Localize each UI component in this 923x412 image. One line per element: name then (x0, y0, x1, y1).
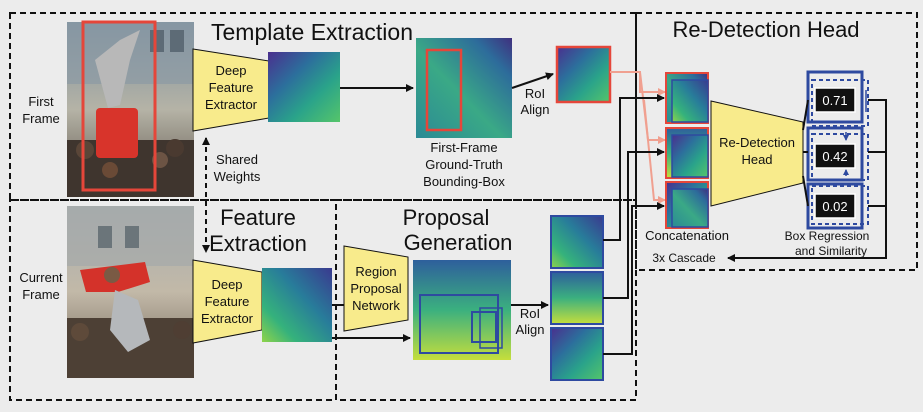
region-proposal-network: Region Proposal Network (343, 245, 409, 332)
svg-text:Region: Region (355, 264, 396, 279)
gt-box-label-line1: First-Frame (430, 140, 497, 155)
section-frames (9, 12, 918, 401)
svg-text:Proposal: Proposal (350, 281, 401, 296)
svg-text:Feature: Feature (205, 294, 250, 309)
redetection-head-title: Re-Detection Head (672, 17, 859, 42)
gt-box-overlay (81, 20, 157, 192)
current-feature-map (262, 268, 332, 342)
proposal-roi-map-3 (550, 327, 604, 381)
template-extraction-title: Template Extraction (211, 19, 413, 45)
score-value-1: 0.71 (822, 93, 847, 108)
first-frame-label-line1: First (28, 94, 54, 109)
proposal-feature-map (413, 260, 511, 360)
proposal-routing-arrows (603, 94, 665, 355)
feature-extraction-title-line1: Feature (220, 205, 296, 230)
gt-box-label-line2: Ground-Truth (425, 157, 503, 172)
roi-align-top-line1: RoI (525, 86, 545, 101)
roi-align-bottom-line2: Align (516, 322, 545, 337)
deep-feature-extractor-bottom: Deep Feature Extractor (192, 259, 263, 344)
box-regression-label-line2: and Similarity (795, 244, 867, 258)
roi-align-bottom-line1: RoI (520, 306, 540, 321)
deep-feature-extractor-top: Deep Feature Extractor (192, 48, 270, 132)
svg-text:Deep: Deep (215, 63, 246, 78)
redetection-head-block: Re-Detection Head (710, 100, 804, 207)
head-to-score-lines (802, 99, 809, 207)
template-feature-map (268, 52, 340, 122)
svg-text:Network: Network (352, 298, 400, 313)
proposal-generation-title-line1: Proposal (403, 205, 490, 230)
svg-text:Re-Detection: Re-Detection (719, 135, 795, 150)
proposal-generation-frame (335, 199, 637, 401)
cascade-label: 3x Cascade (652, 251, 716, 265)
cascade-loop (727, 99, 887, 262)
template-broadcast-arrows (610, 71, 666, 204)
first-frame-label-line2: Frame (22, 111, 60, 126)
proposal-generation-title-line2: Generation (404, 230, 513, 255)
shared-weights-label-line2: Weights (214, 169, 261, 184)
concatenation-stack (665, 72, 709, 229)
current-frame-label-line1: Current (19, 270, 63, 285)
score-box-2: 0.42 (806, 126, 869, 182)
redetection-head-frame (635, 12, 918, 271)
proposal-roi-map-1 (550, 215, 604, 269)
gt-feature-map (416, 38, 512, 138)
template-roi-map (555, 45, 612, 104)
gt-box-label-line3: Bounding-Box (423, 174, 505, 189)
score-box-3: 0.02 (806, 182, 869, 230)
svg-text:Deep: Deep (211, 277, 242, 292)
svg-text:Extractor: Extractor (205, 97, 258, 112)
svg-text:Extractor: Extractor (201, 311, 254, 326)
score-box-1: 0.71 (806, 70, 869, 127)
current-frame-photo (67, 206, 194, 378)
feature-extraction-title-line2: Extraction (209, 231, 307, 256)
proposal-roi-map-2 (550, 271, 604, 325)
concatenation-label: Concatenation (645, 228, 729, 243)
score-value-2: 0.42 (822, 149, 847, 164)
shared-weights-label-line1: Shared (216, 152, 258, 167)
first-frame-photo (67, 20, 194, 197)
arrow-to-roi-template (511, 72, 554, 89)
svg-text:Feature: Feature (209, 80, 254, 95)
svg-text:Head: Head (741, 152, 772, 167)
roi-align-top-line2: Align (521, 102, 550, 117)
current-frame-label-line2: Frame (22, 287, 60, 302)
box-regression-label-line1: Box Regression (785, 229, 870, 243)
score-value-3: 0.02 (822, 199, 847, 214)
